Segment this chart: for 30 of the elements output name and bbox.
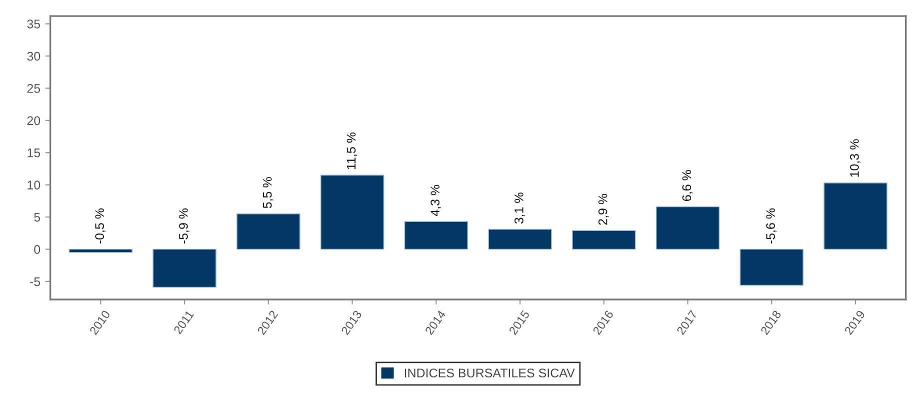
data-label: 6,6 % (682, 170, 693, 201)
bar (740, 248, 804, 286)
data-label: 11,5 % (346, 132, 358, 170)
bar (572, 230, 636, 250)
data-label: 4,3 % (430, 184, 441, 216)
bar (236, 213, 300, 250)
bar (656, 206, 720, 250)
y-tick-label: 10 (28, 180, 40, 190)
data-label: -0,5 % (95, 208, 106, 244)
y-tick-label: 5 (34, 212, 40, 222)
y-tick-label: -5 (30, 277, 40, 286)
y-tick-label: 15 (28, 148, 40, 158)
bar (488, 228, 552, 250)
y-tick-label: 20 (27, 116, 40, 126)
data-label: -5,9 % (179, 208, 190, 244)
bar (320, 174, 384, 250)
data-label: 2,9 % (598, 194, 609, 225)
data-label: 5,5 % (262, 177, 274, 208)
y-tick-label: 35 (27, 20, 40, 28)
bar (824, 182, 888, 250)
bar (68, 248, 133, 253)
legend-label: INDICES BURSATILES SICAV (404, 368, 575, 378)
data-label: -5,6 % (766, 208, 776, 244)
y-tick-label: 0 (34, 245, 40, 254)
y-tick-label: 25 (27, 84, 40, 93)
bar (152, 248, 216, 288)
bar (404, 221, 468, 250)
data-label: 3,1 % (514, 192, 525, 224)
y-tick-label: 30 (27, 52, 40, 61)
data-label: 10,3 % (850, 139, 860, 177)
